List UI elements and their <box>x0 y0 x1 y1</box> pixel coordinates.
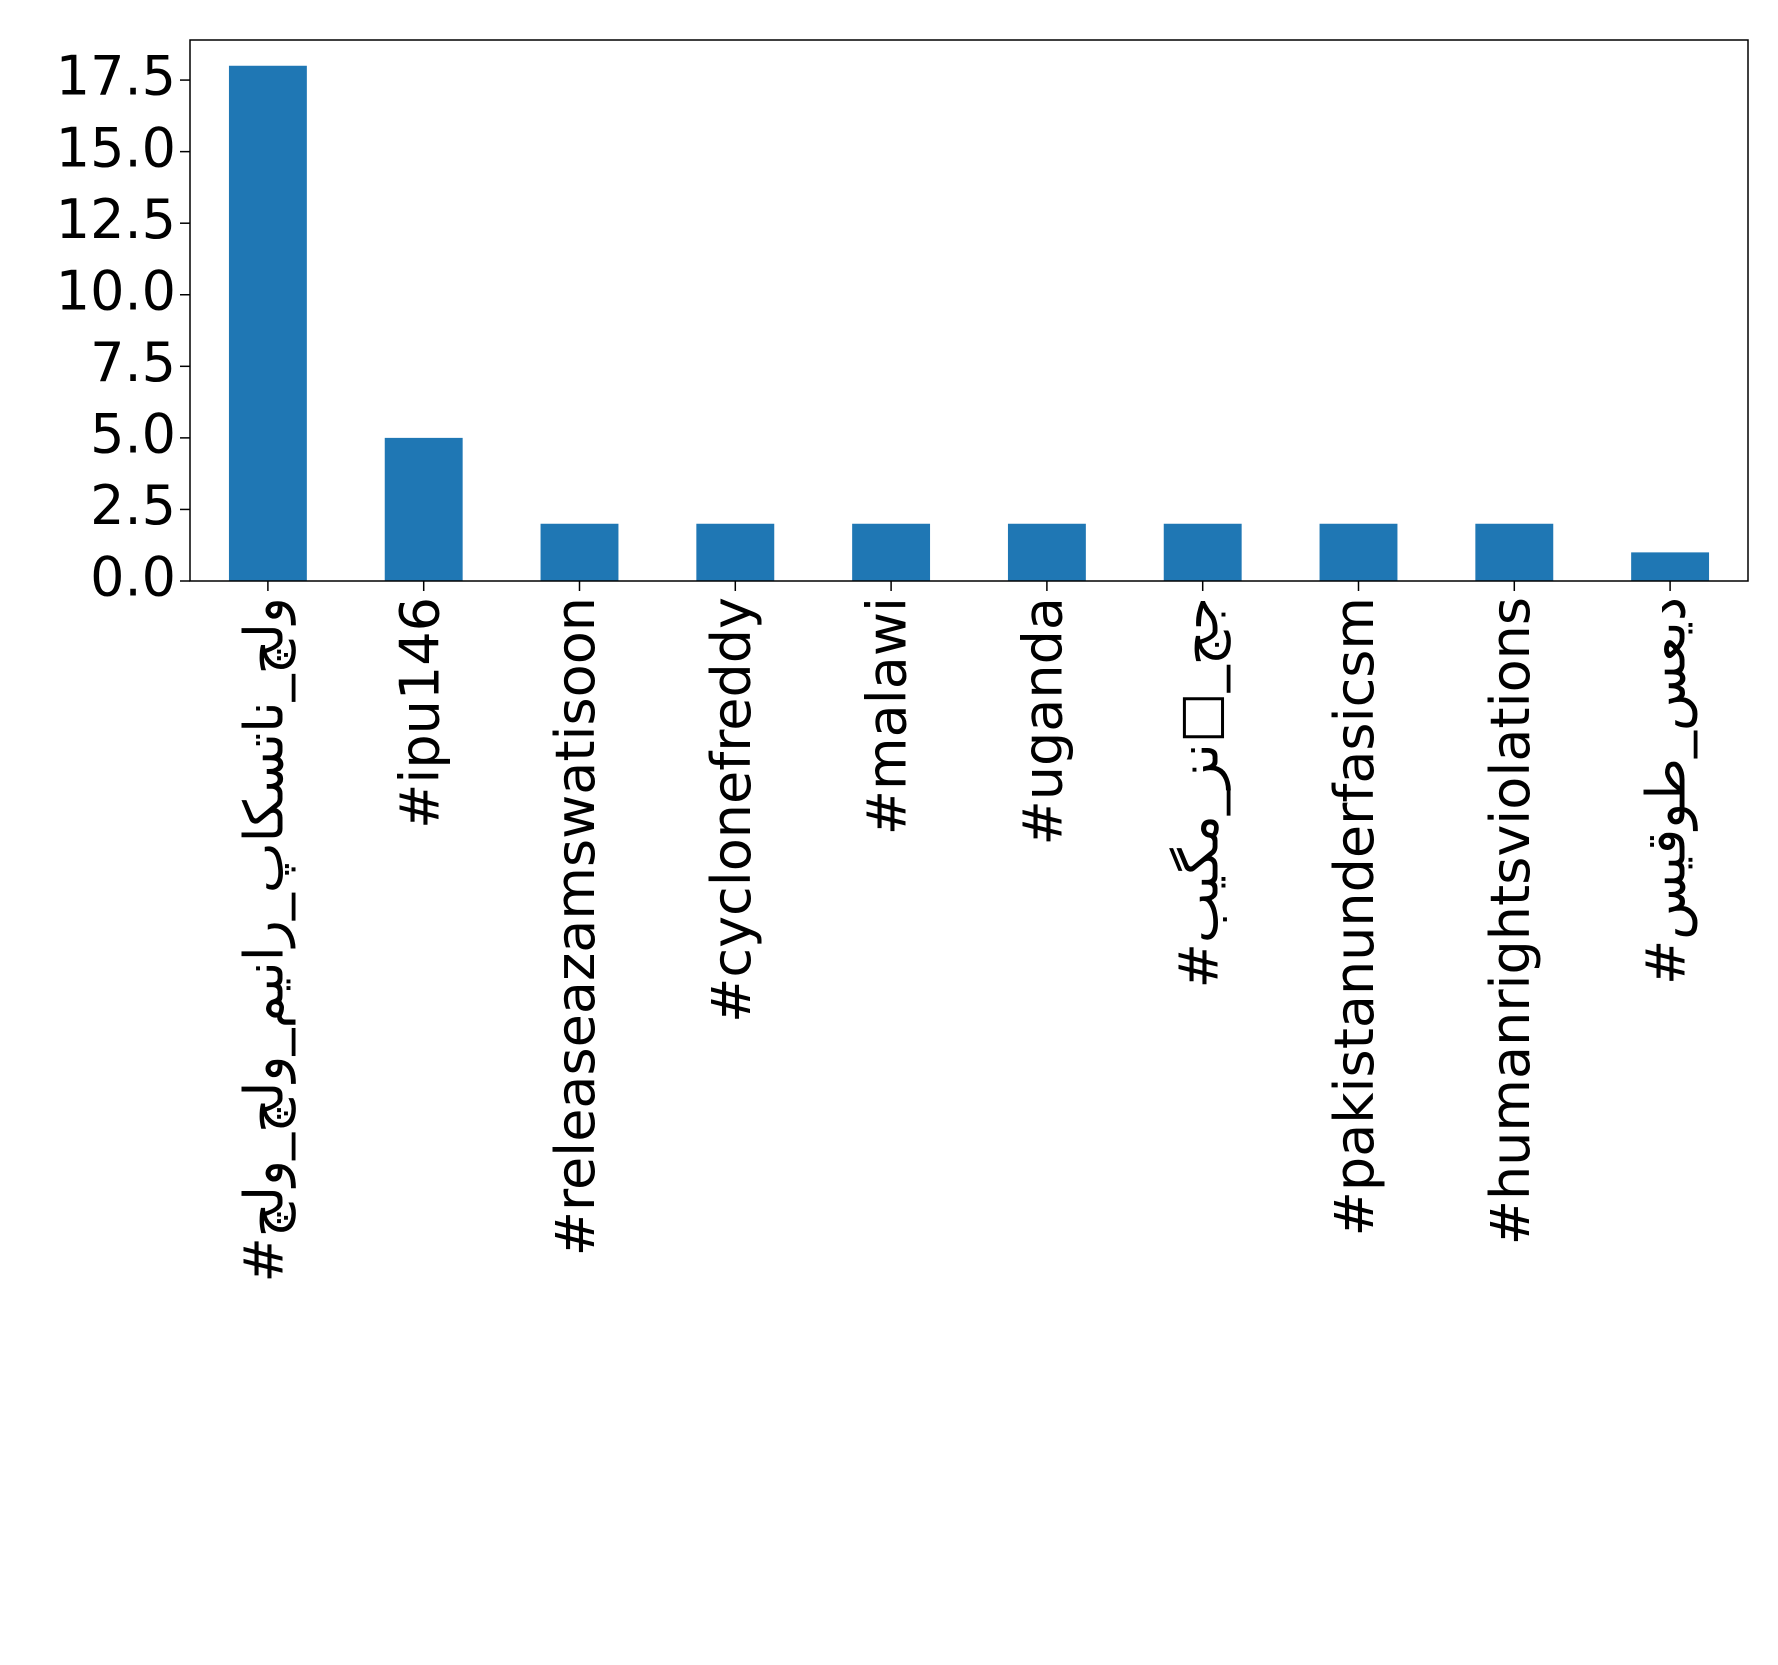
bar <box>1163 523 1242 581</box>
x-tick-label: #cyclonefreddy <box>700 597 763 1023</box>
x-tick-label: #چلو_چلو_مینار_پاکستان_چلو <box>233 597 297 1283</box>
x-tick-label: #سيقوط_سعيد <box>1635 597 1698 985</box>
bar <box>384 437 463 581</box>
bar <box>1475 523 1554 581</box>
y-tick-label: 12.5 <box>56 188 176 251</box>
bar <box>1319 523 1398 581</box>
x-tick-label: #pakistanunderfasicsm <box>1323 597 1386 1236</box>
y-tick-label: 17.5 <box>56 45 176 108</box>
x-tick-label: #releaseazamswatisoon <box>544 597 607 1256</box>
bar <box>540 523 619 581</box>
x-tick-label: #ipu146 <box>388 597 451 829</box>
bar <box>228 65 307 581</box>
y-tick-label: 0.0 <box>90 546 176 609</box>
bar <box>696 523 775 581</box>
x-tick-label: #uganda <box>1012 597 1075 845</box>
bar <box>1007 523 1086 581</box>
x-tick-label: #malawi <box>856 597 919 835</box>
x-tick-label: #humanrightsviolations <box>1479 597 1542 1245</box>
x-tick-label: #بیگم_زن□_جج <box>1167 597 1231 988</box>
plot-frame <box>189 39 1749 582</box>
y-tick-label: 15.0 <box>56 116 176 179</box>
bar <box>852 523 931 581</box>
y-tick-label: 10.0 <box>56 259 176 322</box>
y-tick-label: 7.5 <box>90 331 176 394</box>
bar <box>1631 552 1710 581</box>
y-tick-label: 5.0 <box>90 403 176 466</box>
y-tick-label: 2.5 <box>90 474 176 537</box>
